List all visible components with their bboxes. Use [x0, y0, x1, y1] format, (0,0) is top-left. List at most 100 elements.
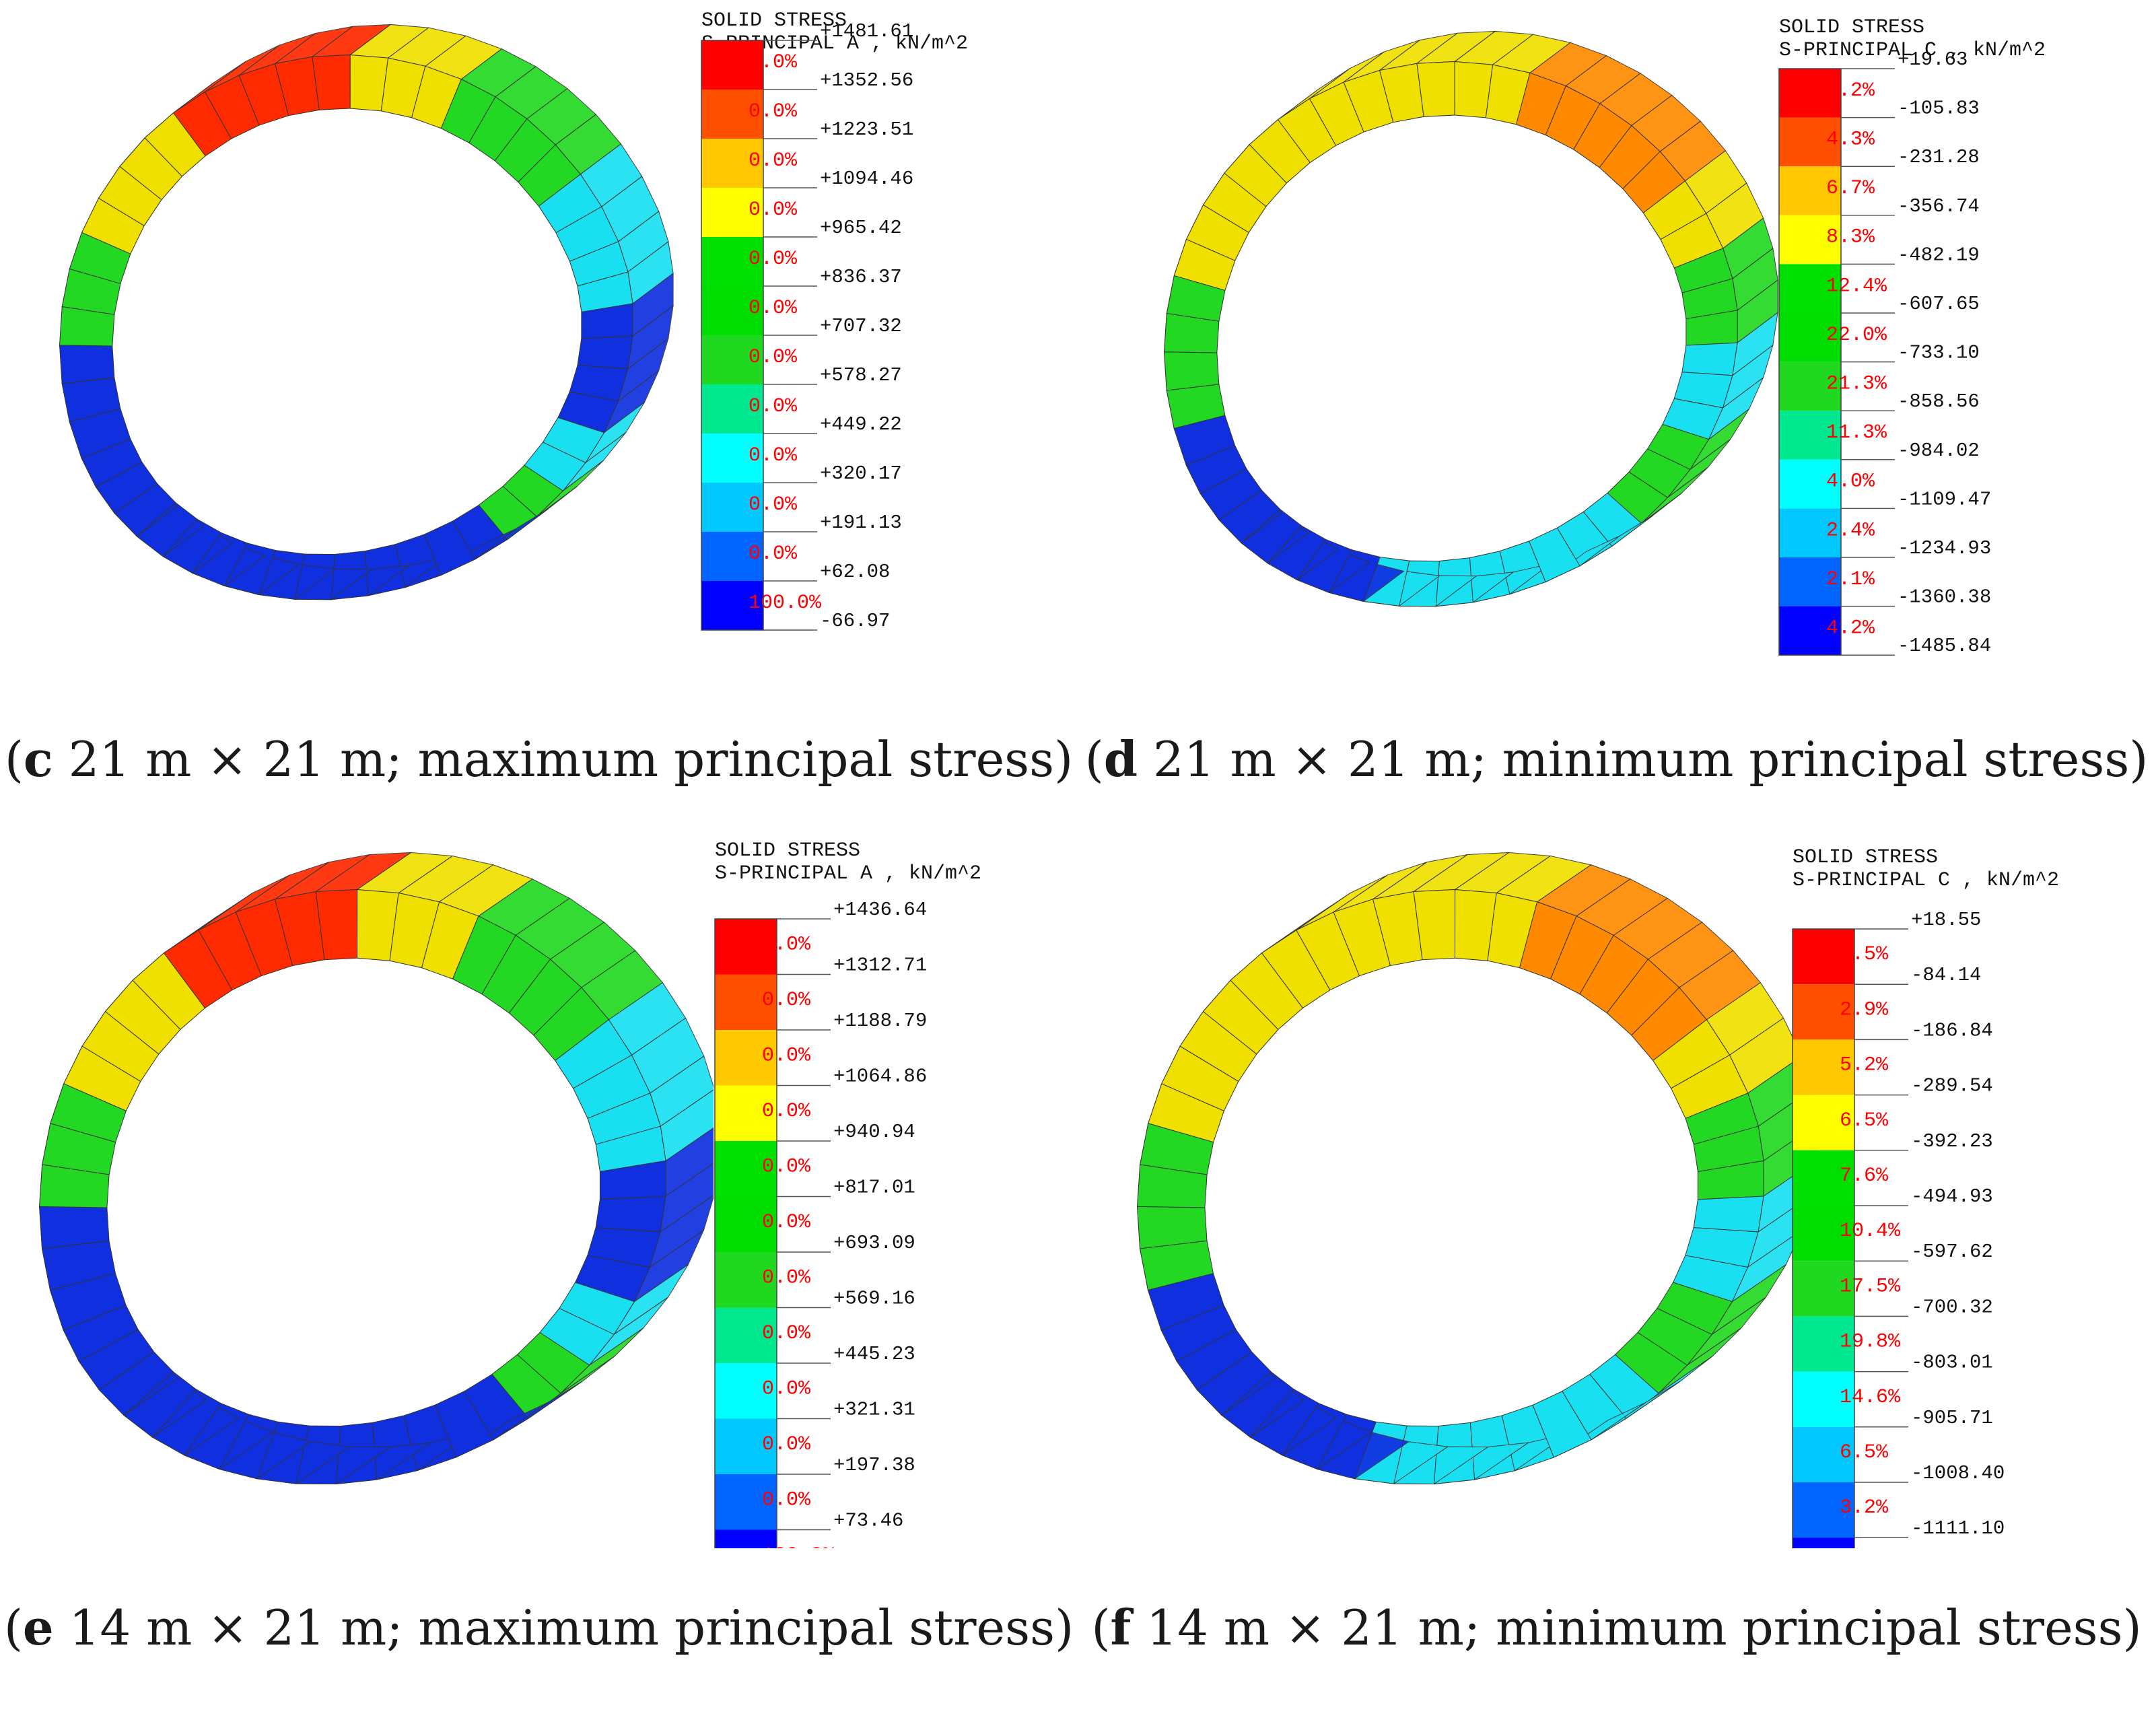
ring-element-face: [1532, 1391, 1592, 1458]
legend-level-value: +817.01: [833, 1177, 915, 1199]
legend-color-band: [701, 237, 763, 286]
ring-mesh: [59, 24, 674, 600]
legend-percent: 0.0%: [762, 1266, 811, 1289]
legend-color-band: [715, 1141, 777, 1197]
legend-percent: 0.0%: [762, 1488, 811, 1511]
legend-percent: 10.4%: [1840, 1220, 1901, 1243]
legend-color-band: [1779, 361, 1841, 411]
legend-level-value: -1234.93: [1898, 537, 1991, 559]
ring-element-face: [1137, 1206, 1208, 1249]
legend-percent: 11.3%: [1826, 421, 1887, 444]
ring-mesh: [1164, 30, 1778, 607]
legend-percent: 0.0%: [762, 1100, 811, 1123]
ring-element-face: [1416, 61, 1455, 117]
legend-color-band: [701, 90, 763, 139]
legend-percent: 0.0%: [749, 346, 798, 369]
tunnel-lining-model: [1164, 30, 1778, 607]
legend-percent: 0.0%: [749, 199, 798, 221]
legend-color-band: [715, 919, 777, 975]
legend-color-band: [1793, 1482, 1854, 1538]
legend-percent: 0.0%: [749, 543, 798, 565]
panel-caption: (c 21 m × 21 m; maximum principal stress…: [4, 730, 1074, 788]
legend-percent: 0.0%: [749, 149, 798, 172]
legend-percent: 6.5%: [1840, 1109, 1889, 1132]
legend-level-value: -289.54: [1911, 1075, 1993, 1097]
legend-percent: 6.5%: [1840, 1441, 1889, 1464]
legend-level-value: -186.84: [1911, 1019, 1993, 1041]
legend-color-band: [715, 1418, 777, 1474]
legend-color-band: [715, 1030, 777, 1086]
legend-color-band: [1793, 1537, 1854, 1548]
legend-level-value: -482.19: [1898, 244, 1980, 266]
legend-color-band: [701, 40, 763, 90]
legend-percent: 0.0%: [749, 493, 798, 516]
legend-percent: 5.2%: [1840, 1054, 1889, 1077]
legend-level-value: -66.97: [820, 610, 890, 632]
legend-percent: 22.0%: [1826, 324, 1887, 347]
legend-level-value: +191.13: [820, 512, 902, 534]
legend-level-value: +1188.79: [833, 1010, 927, 1032]
legend-color-band: [1793, 1206, 1854, 1262]
legend-percent: 0.0%: [762, 1377, 811, 1400]
panel-caption: (d 21 m × 21 m; minimum principal stress…: [1084, 730, 2149, 788]
legend-level-value: -858.56: [1898, 390, 1980, 413]
legend-color-band: [1779, 508, 1841, 557]
ring-element-face: [312, 54, 351, 110]
legend-color-band: [1793, 1150, 1854, 1206]
legend-percent: 3.2%: [1840, 1496, 1889, 1519]
legend-level-value: -231.28: [1898, 146, 1980, 168]
legend-level-value: +707.32: [820, 315, 902, 337]
legend-color-band: [715, 1196, 777, 1252]
legend-color-band: [1779, 313, 1841, 362]
legend-color-band: [1779, 69, 1841, 118]
legend-percent: 12.4%: [1826, 275, 1887, 298]
legend-color-band: [1779, 215, 1841, 265]
ring-element-face: [59, 345, 115, 384]
legend-percent: 1.2%: [1826, 79, 1875, 102]
tunnel-lining-model: [59, 24, 674, 600]
legend-percent: 100.0%: [749, 592, 822, 615]
legend-color-band: [701, 581, 763, 630]
tunnel-lining-model: [39, 852, 714, 1485]
legend-color-band: [701, 335, 763, 384]
legend-percent: 2.1%: [1826, 568, 1875, 591]
panel-d: SOLID STRESS S-PRINCIPAL C , kN/m^2 1.2% 4.…: [1078, 0, 2155, 864]
legend-subtitle: S-PRINCIPAL A , kN/m^2: [715, 862, 981, 885]
legend-color-band: [1779, 264, 1841, 313]
legend-level-value: +197.38: [833, 1454, 915, 1476]
panel-caption: (f 14 m × 21 m; minimum principal stress…: [1091, 1599, 2142, 1656]
legend-color-band: [715, 974, 777, 1030]
legend-color-band: [701, 286, 763, 335]
legend-percent: 4.3%: [1826, 129, 1875, 151]
ring-mesh: [1137, 852, 1818, 1485]
legend-percent: 0.0%: [749, 444, 798, 467]
legend-color-band: [715, 1085, 777, 1141]
panel-e: SOLID STRESS S-PRINCIPAL A , kN/m^2 0.0% 0.…: [0, 808, 1078, 1671]
legend-level-value: +1064.86: [833, 1066, 927, 1088]
legend-percent: 0.0%: [749, 100, 798, 123]
legend-color-band: [1779, 606, 1841, 656]
legend-percent: 8.3%: [1826, 226, 1875, 249]
legend-color-band: [1779, 166, 1841, 215]
legend-level-value: +62.08: [820, 561, 890, 583]
ring-element-face: [1681, 342, 1738, 376]
ring-element-face: [39, 1206, 110, 1249]
legend-color-band: [1779, 117, 1841, 167]
legend-color-band: [1779, 411, 1841, 460]
legend-level-value: +1481.61: [820, 20, 913, 42]
ring-element-face: [1693, 1196, 1764, 1233]
legend-level-value: +965.42: [820, 217, 902, 239]
legend-level-value: -84.14: [1911, 964, 1981, 986]
panel-caption: (e 14 m × 21 m; maximum principal stress…: [3, 1599, 1074, 1656]
legend-color-band: [1779, 557, 1841, 607]
legend-level-value: -1360.38: [1898, 586, 1991, 609]
legend-level-value: +693.09: [833, 1232, 915, 1254]
legend-level-value: -356.74: [1898, 195, 1980, 217]
legend-percent: 100.0%: [762, 1544, 835, 1548]
legend-percent: 0.0%: [762, 1433, 811, 1456]
legend-color-band: [1793, 1426, 1854, 1482]
